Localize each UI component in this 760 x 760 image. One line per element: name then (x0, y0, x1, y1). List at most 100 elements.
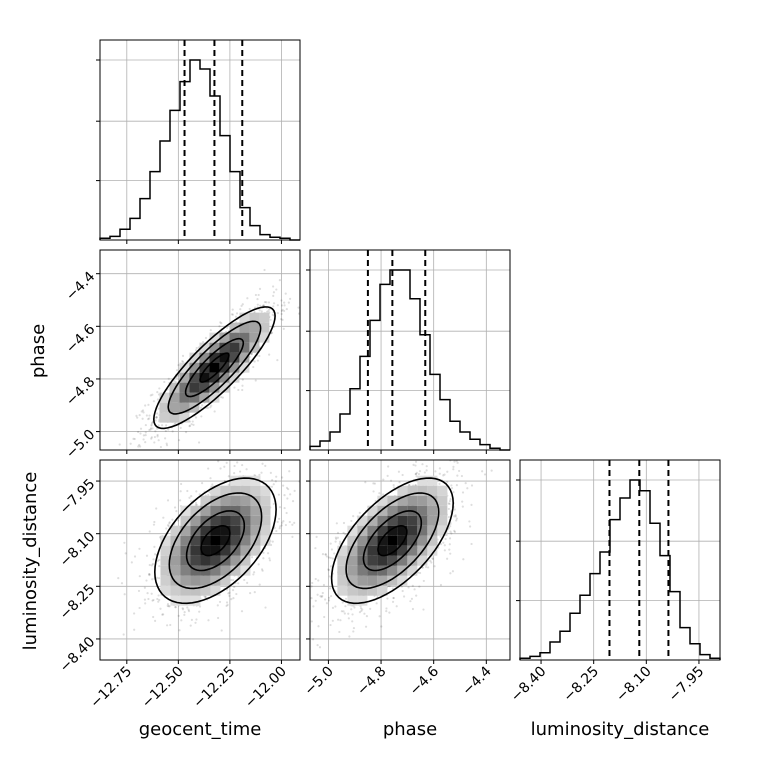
scatter-point (204, 596, 207, 599)
scatter-point (361, 608, 364, 611)
hist-bar (260, 235, 270, 240)
scatter-point (398, 481, 401, 484)
density-cell (199, 352, 210, 363)
density-cell (230, 495, 241, 506)
scatter-point (142, 434, 145, 437)
scatter-point (452, 468, 455, 471)
panel-frame (99, 39, 301, 241)
density-cell (249, 332, 260, 343)
scatter-point (142, 438, 145, 441)
density-cell (259, 312, 270, 323)
hist-bar (370, 320, 380, 450)
scatter-point (210, 404, 213, 407)
scatter-point (175, 510, 178, 513)
scatter-point (174, 606, 177, 609)
density-cell (220, 565, 231, 576)
scatter-point (339, 619, 342, 622)
scatter-point (221, 396, 224, 399)
density-cell (240, 525, 251, 536)
scatter-point (260, 310, 263, 313)
scatter-point (190, 423, 193, 426)
scatter-point (155, 416, 158, 419)
scatter-point (285, 511, 288, 515)
hist-bar (560, 631, 570, 660)
density-cell (209, 352, 220, 363)
scatter-point (177, 363, 180, 367)
scatter-point (144, 440, 147, 444)
scatter-point (235, 312, 239, 315)
scatter-point (364, 625, 368, 628)
panel-frame (99, 459, 301, 661)
scatter-point (171, 430, 174, 433)
scatter-point (419, 571, 422, 575)
scatter-point (321, 594, 324, 598)
scatter-point (187, 610, 191, 613)
density-cell (200, 535, 211, 546)
density-cell (190, 565, 201, 576)
density-cell (190, 575, 201, 586)
scatter-point (385, 607, 388, 610)
scatter-point (433, 565, 436, 568)
hist-bar (120, 229, 130, 240)
scatter-point (206, 406, 209, 409)
scatter-point (448, 502, 451, 506)
density-cell (220, 545, 231, 556)
y-tick-label: −5.0 (63, 427, 98, 462)
scatter-point (450, 487, 454, 490)
scatter-point (171, 518, 174, 521)
scatter-point (335, 522, 338, 525)
scatter-point (269, 318, 272, 321)
scatter-point (227, 475, 230, 478)
scatter-point (226, 453, 228, 455)
density-cell (210, 575, 221, 586)
scatter-point (277, 455, 279, 457)
scatter-point (235, 453, 237, 455)
scatter-point (232, 597, 235, 600)
scatter-point (187, 608, 190, 611)
scatter-point (224, 330, 228, 334)
scatter-panel-geocent-time-vs-luminosity-distance: −12.75 −12.50 −12.25 −12.00−8.40−8.25−8.10−… (57, 453, 301, 711)
scatter-point (246, 581, 249, 584)
scatter-point (257, 293, 260, 297)
scatter-point (197, 346, 200, 349)
scatter-point (490, 469, 493, 472)
scatter-point (228, 594, 231, 598)
scatter-point (144, 431, 147, 434)
scatter-point (347, 617, 350, 620)
scatter-point (291, 535, 294, 538)
density-cell (190, 585, 201, 596)
density-cell (219, 382, 230, 393)
scatter-point (241, 378, 244, 381)
scatter-point (276, 304, 279, 307)
scatter-point (148, 563, 151, 567)
scatter-point (156, 427, 159, 430)
scatter-point (194, 503, 197, 506)
scatter-point (425, 469, 428, 472)
hist-bar (570, 613, 580, 660)
scatter-point (231, 308, 234, 311)
scatter-point (275, 288, 278, 291)
scatter-point (141, 417, 144, 420)
density-cell (239, 322, 250, 333)
scatter-point (179, 499, 182, 502)
scatter-point (316, 644, 319, 647)
density-cell (169, 392, 180, 403)
scatter-point (140, 410, 143, 413)
scatter-point (414, 460, 418, 463)
scatter-point (408, 483, 411, 487)
y-tick-label: −8.25 (57, 581, 99, 623)
scatter-point (260, 471, 263, 474)
scatter-point (333, 552, 336, 555)
scatter-point (448, 537, 452, 540)
scatter-point (241, 457, 243, 459)
scatter-point (123, 593, 126, 596)
scatter-point (166, 474, 168, 476)
scatter-point (144, 433, 147, 437)
scatter-point (402, 595, 406, 598)
scatter-point (138, 606, 141, 610)
scatter-point (325, 602, 328, 605)
scatter-point (264, 464, 267, 467)
scatter-point (439, 583, 443, 587)
scatter-point (276, 359, 279, 362)
scatter-point (152, 457, 154, 459)
